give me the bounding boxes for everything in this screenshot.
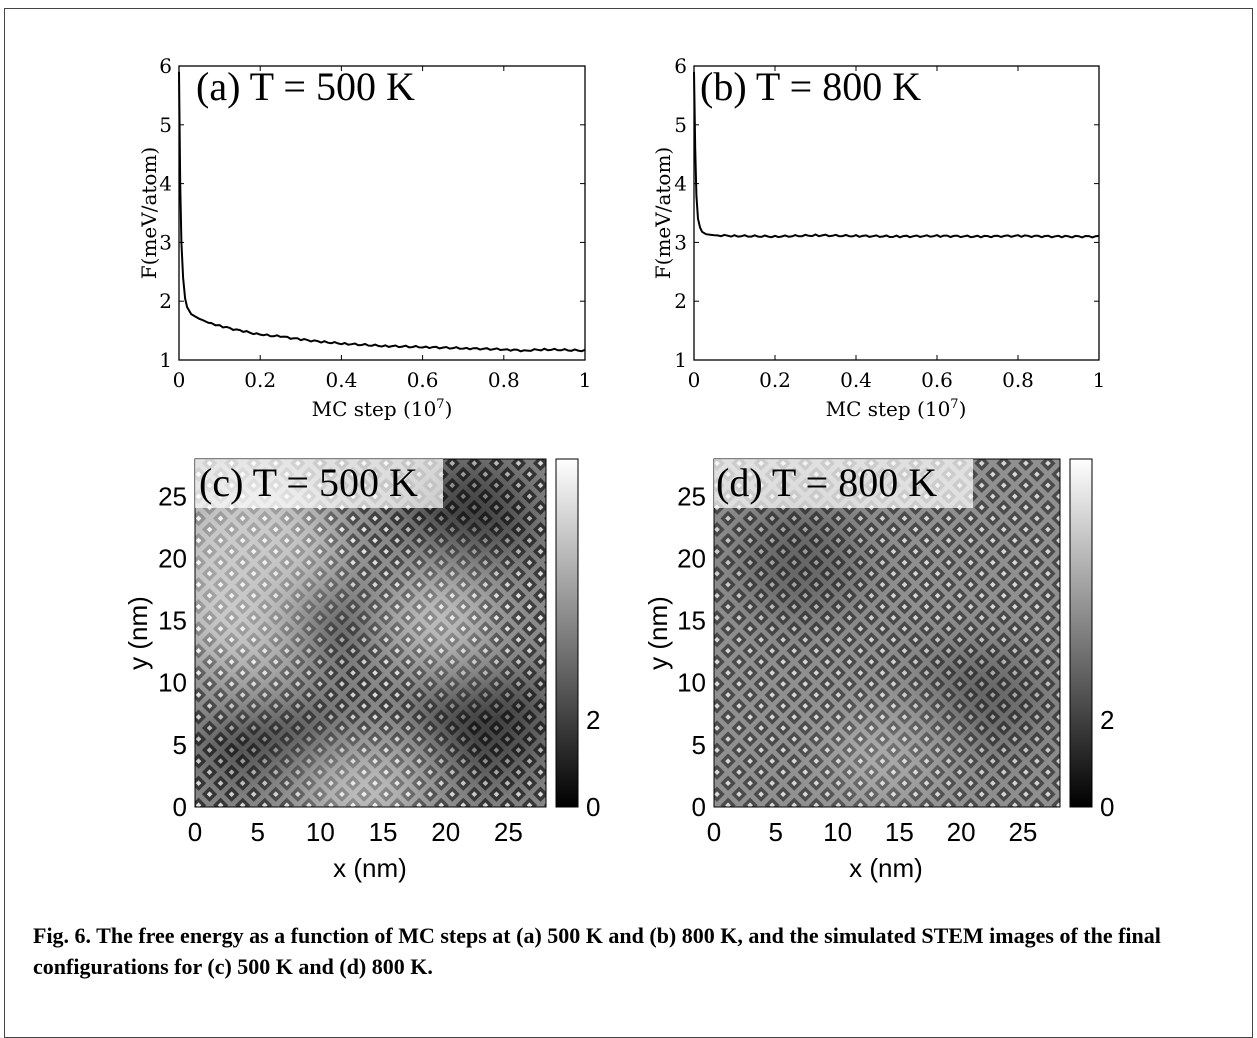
panel-b-line-chart: 0 0.2 0.4 0.6 0.8 1 1 2 3 4 5 6 (b) T = 800 K F(meV… (651, 54, 1105, 421)
panel-a-xlabel-text: MC step (10 (312, 397, 437, 421)
panel-c-ytick-label-0: 0 (173, 792, 187, 822)
panel-a-series-line (178, 71, 586, 353)
panel-d-colorbar (1069, 458, 1093, 808)
panel-c-colorbar-label-1: 2 (586, 705, 600, 735)
panel-b-ytick-label-5: 6 (674, 54, 687, 78)
panel-c-ytick-label-5: 25 (158, 481, 187, 511)
panel-c-xtick-label-5: 25 (494, 817, 523, 847)
panel-d-xtick-label-1: 5 (769, 817, 783, 847)
figure-panels: 0 0.2 0.4 0.6 0.8 1 1 2 3 4 5 6 (a) T = 500 K F(meV… (123, 54, 1114, 883)
panel-b-ytick-label-0: 1 (674, 348, 687, 372)
panel-d-xtick-label-4: 20 (947, 817, 976, 847)
panel-d-colorbar-ticks: 02 (1100, 705, 1114, 822)
panel-d-xtick-label-3: 15 (885, 817, 914, 847)
panel-b-title: (b) T = 800 K (700, 64, 921, 109)
panel-a-line-chart: 0 0.2 0.4 0.6 0.8 1 1 2 3 4 5 6 (a) T = 500 K F(meV… (137, 54, 591, 421)
panel-b-ytick-label-1: 2 (674, 289, 687, 313)
panel-d-title-box (714, 459, 973, 508)
panel-a-ytick-label-0: 1 (159, 348, 172, 372)
panel-c-xtick-label-4: 20 (431, 817, 460, 847)
panel-a-ytick-label-2: 3 (159, 230, 172, 254)
panel-d-xlabel: x (nm) (849, 853, 923, 883)
panel-c-xlabel: x (nm) (333, 853, 407, 883)
panel-a-ylabel: F(meV/atom) (137, 147, 161, 279)
figure-caption: Fig. 6. The free energy as a function of… (33, 923, 1161, 979)
panel-b-xtick-label-5: 1 (1093, 368, 1106, 392)
panel-c-colorbar-label-0: 0 (586, 792, 600, 822)
panel-c-colorbar (555, 458, 579, 808)
panel-d-xtick-label-2: 10 (823, 817, 852, 847)
panel-c-ytick-label-4: 20 (158, 543, 187, 573)
panel-b-xtick-label-4: 0.8 (1002, 368, 1034, 392)
panel-c-ticks: 0 5 10 15 20 25 0 5 10 15 20 25 (158, 481, 523, 847)
panel-a-axes (178, 65, 586, 361)
panel-a-ytick-label-3: 4 (159, 172, 172, 196)
panel-a-xtick-label-1: 0.2 (244, 368, 276, 392)
panel-b-series-line (693, 71, 1100, 239)
panel-d-ytick-label-5: 25 (677, 481, 706, 511)
panel-d-colorbar-label-0: 0 (1100, 792, 1114, 822)
panel-b-xlabel: MC step (107) (826, 397, 967, 421)
panel-a-xtick-label-4: 0.8 (488, 368, 520, 392)
panel-d-colorbar-label-1: 2 (1100, 705, 1114, 735)
panel-c-ytick-label-2: 10 (158, 668, 187, 698)
panel-a-ytick-label-5: 6 (159, 54, 172, 78)
panel-b-ticks: 0 0.2 0.4 0.6 0.8 1 1 2 3 4 5 6 (674, 54, 1105, 392)
panel-d-xtick-label-5: 25 (1008, 817, 1037, 847)
panel-c-title: (c) T = 500 K (199, 460, 418, 505)
panel-d-image (714, 459, 1060, 807)
panel-a-ytick-label-4: 5 (159, 113, 172, 137)
panel-c-ytick-label-1: 5 (173, 730, 187, 760)
panel-b-ytick-label-2: 3 (674, 230, 687, 254)
panel-c-xtick-label-3: 15 (369, 817, 398, 847)
panel-b-xtick-label-0: 0 (688, 368, 701, 392)
panel-b-xlabel-exp: 7 (950, 397, 958, 412)
panel-b-ylabel: F(meV/atom) (651, 147, 675, 279)
panel-d-ytick-label-3: 15 (677, 606, 706, 636)
panel-d-ticks: 0 5 10 15 20 25 0 5 10 15 20 25 (677, 481, 1037, 847)
panel-c-xtick-label-2: 10 (306, 817, 335, 847)
panel-c-xtick-label-1: 5 (250, 817, 264, 847)
panel-c-ytick-label-3: 15 (158, 606, 187, 636)
panel-b-ytick-label-4: 5 (674, 113, 687, 137)
panel-b-xtick-label-1: 0.2 (759, 368, 791, 392)
panel-a-ytick-label-1: 2 (159, 289, 172, 313)
panel-c-colorbar-ticks: 02 (586, 705, 600, 822)
panel-d-xtick-label-0: 0 (707, 817, 721, 847)
panel-a-xlabel: MC step (107) (312, 397, 453, 421)
panel-b-xlabel-text: MC step (10 (826, 397, 951, 421)
panel-a-xtick-label-3: 0.6 (407, 368, 439, 392)
panel-d-ylabel: y (nm) (643, 596, 673, 670)
panel-a-xtick-label-2: 0.4 (325, 368, 357, 392)
panel-a-xlabel-exp: 7 (436, 397, 444, 412)
panel-b-xtick-label-2: 0.4 (840, 368, 872, 392)
panel-d-ytick-label-0: 0 (692, 792, 706, 822)
panel-a-ticks: 0 0.2 0.4 0.6 0.8 1 1 2 3 4 5 6 (159, 54, 591, 392)
panel-b-axes (693, 65, 1100, 361)
panel-d-ytick-label-1: 5 (692, 730, 706, 760)
panel-c-xtick-label-0: 0 (188, 817, 202, 847)
panel-d-title: (d) T = 800 K (716, 460, 937, 505)
panel-a-title: (a) T = 500 K (196, 64, 415, 109)
panel-d-ytick-label-2: 10 (677, 668, 706, 698)
panel-b-ytick-label-3: 4 (674, 172, 687, 196)
panel-c-title-box (195, 459, 443, 508)
panel-c-ylabel: y (nm) (123, 596, 153, 670)
panel-a-xtick-label-0: 0 (173, 368, 186, 392)
panel-c-image (195, 459, 546, 807)
panel-a-xtick-label-5: 1 (579, 368, 592, 392)
panel-b-xtick-label-3: 0.6 (921, 368, 953, 392)
panel-d-ytick-label-4: 20 (677, 543, 706, 573)
